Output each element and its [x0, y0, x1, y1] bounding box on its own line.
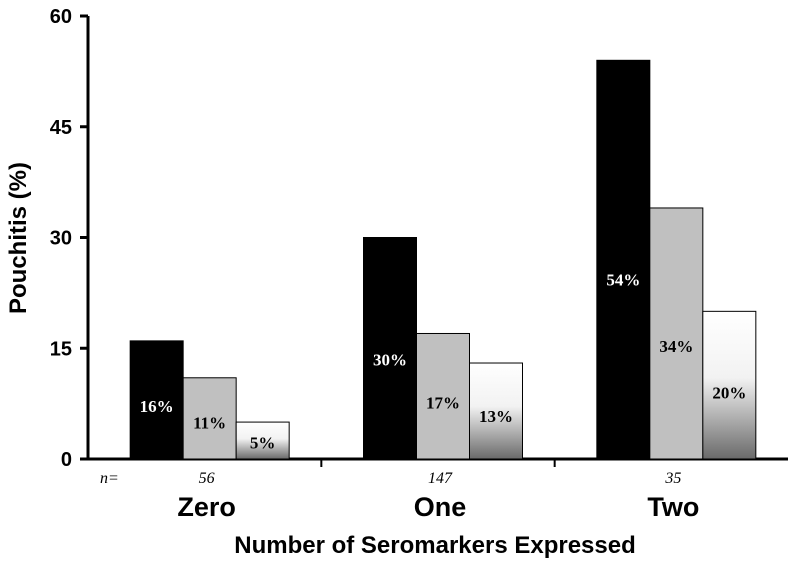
n-value: 35	[664, 470, 681, 487]
bar-value-label: 16%	[140, 397, 174, 416]
bar-zero-2	[182, 377, 237, 460]
n-prefix-label: n=	[100, 470, 119, 487]
y-axis-title: Pouchitis (%)	[5, 162, 32, 314]
bar-one-3	[469, 362, 523, 460]
bar-value-label: 13%	[479, 407, 513, 426]
category-label: Two	[647, 492, 699, 522]
y-tick-label: 30	[50, 228, 72, 250]
bar-value-label: 11%	[193, 413, 226, 432]
y-tick-label: 0	[61, 449, 72, 471]
category-label: One	[414, 492, 467, 522]
bar-value-label: 30%	[373, 350, 407, 369]
y-tick-label: 45	[50, 117, 72, 139]
bar-two-2	[649, 207, 704, 460]
bar-one-1	[363, 237, 417, 460]
bar-value-label: 34%	[659, 337, 693, 356]
n-value: 147	[428, 470, 453, 487]
y-tick-label: 15	[50, 338, 72, 360]
bar-value-label: 17%	[426, 394, 460, 413]
x-axis-title: Number of Seromarkers Expressed	[234, 532, 636, 559]
plot-area: 0 15 30 45 60 16% 11% 5% Zero 56 30% 17% 13% One 147 54…	[50, 6, 788, 522]
bar-value-label: 54%	[606, 271, 640, 290]
bar-two-1	[596, 59, 651, 460]
y-tick-label: 60	[50, 6, 72, 28]
bar-value-label: 5%	[250, 433, 276, 452]
bar-value-label: 20%	[712, 384, 746, 403]
n-value: 56	[199, 470, 215, 487]
bar-two-3	[702, 310, 757, 460]
bar-one-2	[416, 332, 470, 460]
category-label: Zero	[177, 492, 236, 522]
bar-zero-3	[235, 421, 290, 460]
